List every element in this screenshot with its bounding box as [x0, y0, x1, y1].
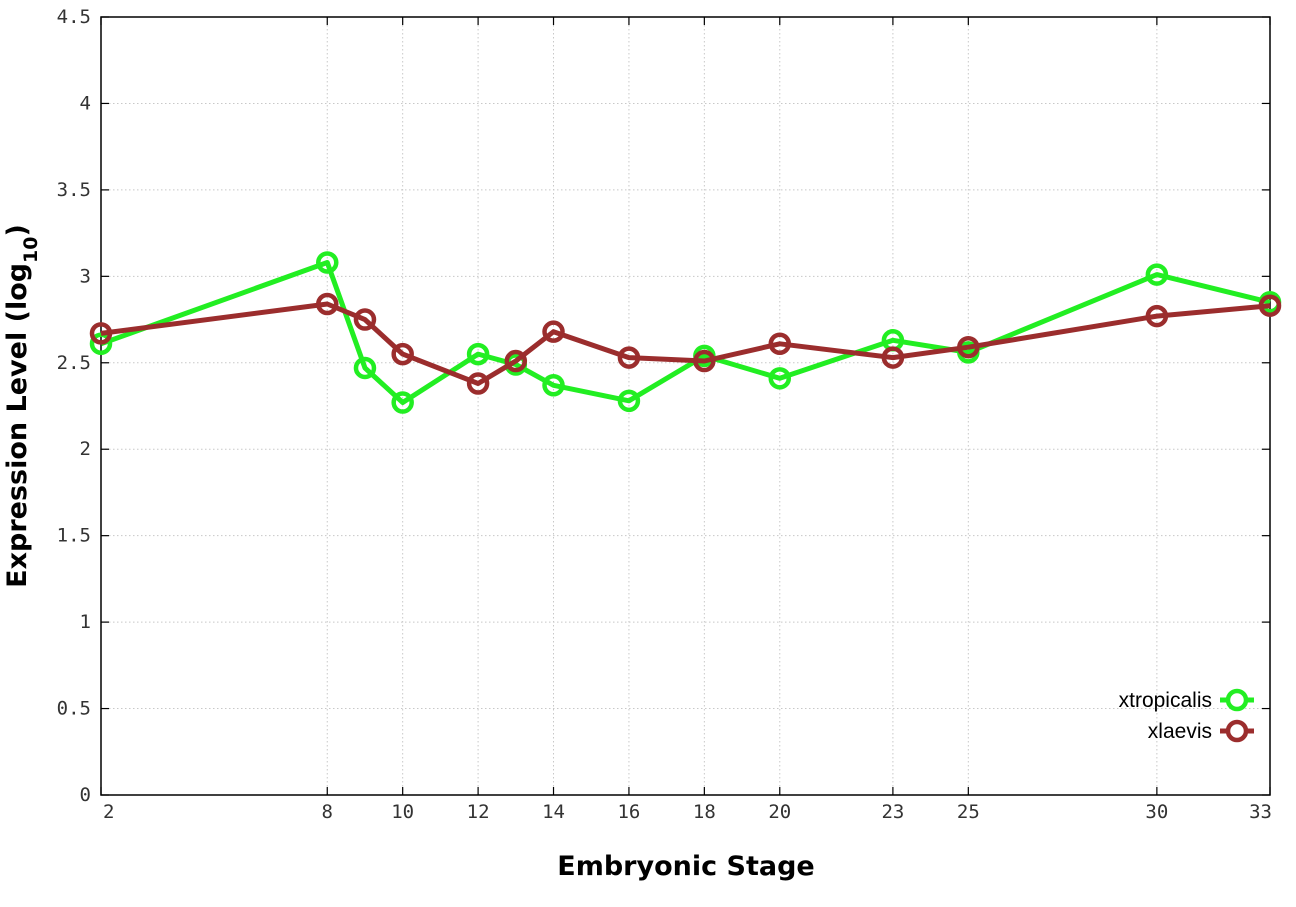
x-tick-label: 16 [617, 801, 640, 823]
data-point-xlaevis [391, 342, 414, 366]
plot-frame [100, 16, 1271, 796]
series-line-xlaevis [100, 301, 1271, 386]
data-point-xlaevis [693, 349, 716, 373]
y-tick-label: 2.5 [57, 352, 91, 374]
y-tick-label: 1.5 [57, 525, 91, 547]
series-line-xtropicalis [100, 260, 1271, 405]
data-point-xlaevis [768, 332, 792, 356]
data-point-xtropicalis [316, 251, 339, 274]
data-point-xlaevis [617, 346, 641, 369]
data-point-xtropicalis [768, 367, 792, 390]
grid [101, 17, 1270, 795]
x-tick-label: 33 [1249, 801, 1272, 823]
data-point-xlaevis [881, 346, 905, 369]
legend: xtropicalis xlaevis [1119, 688, 1254, 743]
x-tick-label: 8 [322, 801, 333, 823]
data-point-xtropicalis [542, 374, 565, 397]
y-axis-title: Expression Level (log10) [2, 224, 42, 588]
x-tick-label: 25 [957, 801, 980, 823]
series-lines [89, 251, 1282, 414]
data-point-xtropicalis [466, 342, 490, 366]
legend-label-xtropicalis: xtropicalis [1119, 689, 1212, 712]
y-tick-label: 3 [80, 265, 91, 287]
x-axis-title: Embryonic Stage [557, 851, 814, 882]
x-tick-label: 12 [467, 801, 490, 823]
y-tick-label: 3.5 [57, 179, 91, 201]
x-tick-label: 30 [1145, 801, 1168, 823]
legend-label-xlaevis: xlaevis [1148, 720, 1212, 743]
legend-marker-xtropicalis [1225, 688, 1249, 712]
y-axis-title-main: Expression Level (log [2, 263, 33, 588]
x-tick-label: 18 [693, 801, 716, 823]
x-tick-label: 23 [881, 801, 904, 823]
y-tick-label: 2 [80, 438, 91, 460]
legend-marker-xlaevis [1225, 719, 1249, 743]
data-point-xlaevis [353, 308, 377, 331]
data-point-xtropicalis [1145, 263, 1169, 286]
data-point-xlaevis [316, 292, 339, 316]
y-tick-label: 4 [80, 92, 91, 114]
data-point-xlaevis [504, 349, 528, 373]
y-tick-label: 0.5 [57, 698, 91, 720]
y-tick-label: 0 [80, 784, 91, 806]
data-point-xlaevis [466, 372, 490, 395]
data-point-xlaevis [1145, 304, 1169, 328]
x-tick-label: 10 [391, 801, 414, 823]
y-tick-label: 4.5 [57, 6, 91, 28]
x-tick-label: 14 [542, 801, 565, 823]
x-tick-label: 2 [103, 801, 114, 823]
data-point-xtropicalis [353, 356, 377, 380]
y-tick-label: 1 [80, 611, 91, 633]
data-point-xlaevis [1258, 294, 1282, 317]
data-point-xtropicalis [89, 332, 113, 356]
axis-ticks: 0 0.5 1 1.5 2 2.5 3 3.5 4 4.5 2 8 10 12 14 16 18 20 23 25 30… [57, 6, 1272, 823]
y-axis-title-close: ) [2, 224, 33, 236]
y-axis-title-subscript: 10 [20, 236, 42, 262]
data-point-xtropicalis [617, 389, 641, 413]
data-point-xlaevis [957, 335, 980, 359]
x-tick-label: 20 [768, 801, 791, 823]
data-point-xtropicalis [391, 391, 414, 414]
data-point-xlaevis [542, 320, 565, 343]
data-point-xlaevis [89, 322, 113, 345]
